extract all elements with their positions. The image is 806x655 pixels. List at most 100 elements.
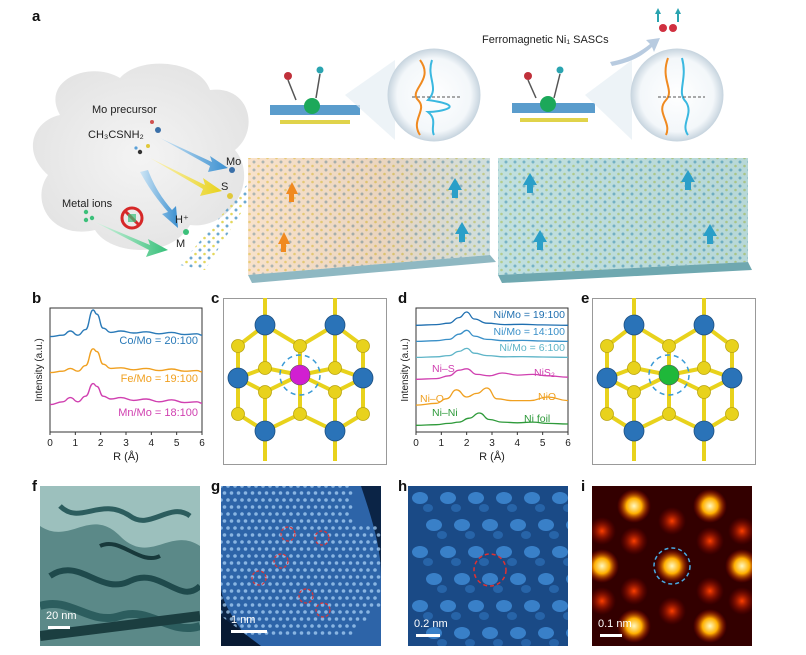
scale-bar-f [48,626,70,629]
scale-bar-g [231,630,267,633]
prohibited-icon [120,206,144,230]
xlabel-d: R (Å) [479,450,505,463]
s-atom [356,339,370,353]
tick-label-d-2: 2 [464,438,470,449]
doped-slab [248,158,490,275]
tick-label-b-4: 4 [149,438,155,449]
panel-label-d: d [398,290,408,307]
s-atom [328,385,342,399]
label-m: M [176,238,186,250]
annotation-ni-ni: Ni–Ni [432,407,458,419]
annotation-nis2: NiS₂ [534,367,555,379]
series-line-d-0 [415,311,569,326]
legend-label-d-0: Ni/Mo = 19:100 [493,309,565,321]
annotation-ni-o: Ni–O [420,393,444,405]
mo-atom [721,367,743,389]
mo-atom [324,420,346,442]
tick-label-b-0: 0 [47,438,53,449]
annotation-ni-foil: Ni foil [524,413,550,425]
s-atom [627,385,641,399]
mo-atom [693,420,715,442]
dos-sphere-left [387,48,481,142]
tick-label-b-3: 3 [123,438,129,449]
mo-atom [324,314,346,336]
dopant-atom [658,364,680,386]
tick-label-b-2: 2 [98,438,104,449]
single-atom-marker [251,570,267,586]
s-atom [600,339,614,353]
panel-label-e: e [581,290,590,307]
tem-image-f: 20 nm [40,486,200,646]
panel-label-b: b [32,290,42,307]
highlight-circle [279,354,321,396]
single-atom-marker [473,553,507,587]
s-atom [258,385,272,399]
s-atom [328,361,342,375]
tick-label-b-6: 6 [199,438,205,449]
mo-atom [693,314,715,336]
panel-label-c: c [211,290,220,307]
panel-label-f: f [32,478,37,495]
series-line-d-2 [415,347,569,359]
panel-label-h: h [398,478,408,495]
series-line-b-0 [49,309,203,338]
ylabel-b: Intensity (a.u.) [34,338,45,401]
mo-atom [352,367,374,389]
single-atom-marker [280,526,296,542]
scale-label-g: 1 nm [231,614,256,626]
s-atom [600,407,614,421]
series-line-b-1 [49,348,203,374]
tick-label-d-5: 5 [540,438,546,449]
xlabel-b: R (Å) [113,450,139,463]
haadf-image-h: 0.2 nm [408,486,568,646]
s-atom [627,361,641,375]
tick-label-b-5: 5 [174,438,180,449]
s-atom [231,339,245,353]
series-line-d-4 [415,387,569,406]
s-atom [231,407,245,421]
series-line-d-5 [415,412,569,426]
mo-atom [596,367,618,389]
ni-slab [498,158,748,275]
tick-label-d-4: 4 [515,438,521,449]
legend-label-b-2: Mn/Mo = 18:100 [118,407,198,419]
s-atom [725,407,739,421]
chart-d: Ni/Mo = 19:100 Ni/Mo = 14:100 Ni/Mo = 6:10… [400,307,571,463]
s-atom [662,407,676,421]
structure-c [223,298,387,465]
highlight-circle [653,547,691,585]
simulated-image-i: 0.1 nm [592,486,752,646]
atomic-model-left [270,66,360,124]
haadf-image-g: 1 nm [221,486,381,646]
scale-bar-h [416,634,440,637]
tick-label-d-1: 1 [439,438,445,449]
tick-label-b-1: 1 [73,438,79,449]
label-ferromagnetic: Ferromagnetic Ni₁ SASCs [482,34,609,46]
mo-atom [254,314,276,336]
s-atom [697,385,711,399]
curved-arrow-icon [610,38,660,66]
s-atom [356,407,370,421]
atomic-model-right [512,66,595,122]
tick-label-d-0: 0 [413,438,419,449]
legend-label-b-1: Fe/Mo = 19:100 [121,373,198,385]
series-line-d-1 [415,329,569,343]
single-atom-marker [315,602,331,618]
structure-e [592,298,756,465]
legend-label-d-1: Ni/Mo = 14:100 [493,326,565,338]
chart-b: Co/Mo = 20:100 Fe/Mo = 19:100 Mn/Mo = 18:1… [34,307,205,463]
s-atom [662,339,676,353]
spin-pair-icon [655,8,681,32]
synthesis-schematic [32,8,752,283]
legend-label-d-2: Ni/Mo = 6:100 [499,342,565,354]
label-h-plus: H⁺ [175,214,189,226]
scale-bar-i [600,634,622,637]
panel-label-g: g [211,478,221,495]
legend-label-b-0: Co/Mo = 20:100 [119,335,198,347]
annotation-nio: NiO [538,391,556,403]
annotation-ni-s: Ni–S [432,363,455,375]
label-metal-ions: Metal ions [62,198,113,210]
dos-sphere-right [630,48,724,142]
tick-label-d-6: 6 [565,438,571,449]
mo-atom [227,367,249,389]
